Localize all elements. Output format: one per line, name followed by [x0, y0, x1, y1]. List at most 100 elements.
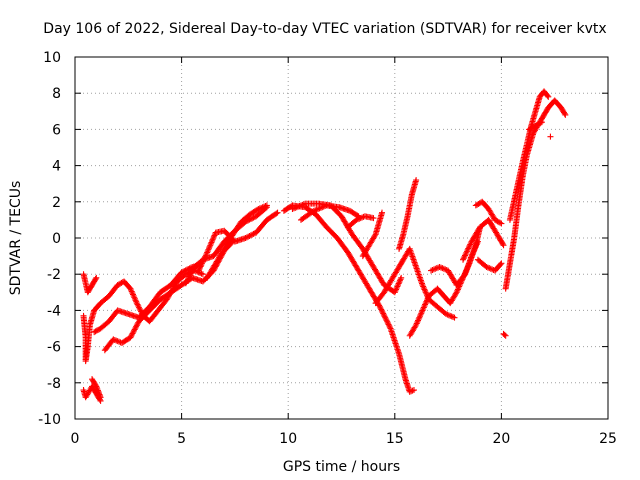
data-point: [110, 336, 117, 343]
data-point: [382, 314, 389, 321]
data-point: [246, 216, 253, 223]
x-tick-label: 15: [386, 431, 404, 447]
data-point: [467, 241, 474, 248]
data-point: [204, 248, 211, 255]
data-point: [469, 251, 476, 258]
data-point: [208, 239, 215, 246]
data-point: [395, 280, 402, 287]
data-point: [421, 303, 428, 310]
data-point: [92, 328, 99, 335]
data-point: [409, 387, 416, 394]
data-point: [196, 266, 203, 273]
data-point: [184, 277, 191, 284]
data-point: [429, 266, 436, 273]
data-point: [451, 314, 458, 321]
data-point: [197, 263, 204, 270]
data-point: [386, 322, 393, 329]
data-point: [416, 313, 423, 320]
data-point: [204, 249, 211, 256]
data-point: [250, 230, 257, 237]
data-point: [562, 111, 569, 118]
data-point: [430, 266, 437, 273]
data-point: [377, 305, 384, 312]
data-point: [359, 214, 366, 221]
data-point: [128, 333, 135, 340]
data-point: [179, 268, 186, 275]
data-point: [385, 321, 392, 328]
data-point: [300, 201, 307, 208]
data-point: [465, 244, 472, 251]
data-point: [422, 301, 429, 308]
data-point: [295, 203, 302, 210]
data-point: [422, 287, 429, 294]
data-point: [185, 274, 192, 281]
data-point: [386, 324, 393, 331]
data-point: [299, 201, 306, 208]
data-point: [454, 286, 461, 293]
data-point: [189, 268, 196, 275]
data-point: [274, 209, 281, 216]
data-point: [95, 326, 102, 333]
data-point: [310, 207, 317, 214]
data-point: [454, 287, 461, 294]
data-point: [201, 255, 208, 262]
data-point: [91, 329, 98, 336]
data-point: [394, 283, 401, 290]
data-point: [245, 233, 252, 240]
data-point: [414, 318, 421, 325]
data-point: [312, 207, 319, 214]
data-point: [183, 266, 190, 273]
data-point: [408, 388, 415, 395]
data-point: [353, 216, 360, 223]
data-point: [187, 272, 194, 279]
data-point: [501, 331, 508, 338]
data-point: [357, 215, 364, 222]
data-point: [131, 295, 138, 302]
data-point: [319, 204, 326, 211]
data-point: [419, 307, 426, 314]
data-point: [448, 313, 455, 320]
data-point: [258, 204, 265, 211]
data-point: [440, 265, 447, 272]
data-point: [380, 310, 387, 317]
y-tick-label: 0: [52, 231, 61, 247]
data-point: [200, 256, 207, 263]
data-point: [439, 265, 446, 272]
data-point: [376, 303, 383, 310]
data-point: [206, 243, 213, 250]
data-point: [472, 244, 479, 251]
data-point: [97, 394, 104, 401]
data-point: [432, 265, 439, 272]
data-point: [182, 280, 189, 287]
data-point: [417, 311, 424, 318]
data-point: [397, 276, 404, 283]
data-point: [394, 282, 401, 289]
data-point: [92, 276, 99, 283]
data-point: [186, 273, 193, 280]
data-point: [133, 322, 140, 329]
chart-title: Day 106 of 2022, Sidereal Day-to-day VTE…: [43, 21, 606, 37]
data-point: [130, 327, 137, 334]
data-point: [474, 240, 481, 247]
data-point: [460, 256, 467, 263]
data-point: [135, 304, 142, 311]
data-point: [247, 215, 254, 222]
y-tick-label: 10: [43, 50, 61, 66]
data-point: [370, 215, 377, 222]
data-point: [423, 297, 430, 304]
data-point: [442, 266, 449, 273]
data-point: [396, 279, 403, 286]
data-point: [209, 236, 216, 243]
data-point: [317, 204, 324, 211]
data-point: [526, 126, 533, 133]
data-point: [497, 219, 504, 226]
data-point: [198, 262, 205, 269]
data-point: [474, 201, 481, 208]
y-tick-label: -4: [47, 303, 61, 319]
data-point: [396, 277, 403, 284]
data-point: [128, 288, 135, 295]
data-point: [207, 240, 214, 247]
data-point: [256, 205, 263, 212]
data-point: [196, 264, 203, 271]
data-point: [469, 250, 476, 257]
